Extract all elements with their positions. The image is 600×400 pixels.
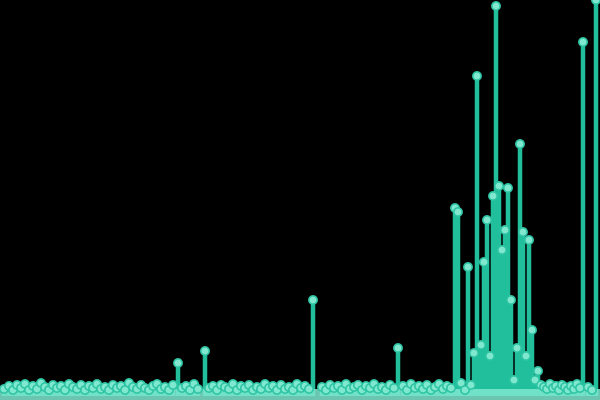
stem-marker — [468, 347, 479, 358]
stem-marker — [478, 256, 489, 267]
stem-marker — [392, 342, 403, 353]
stem-marker — [511, 342, 522, 353]
stem-marker — [452, 207, 463, 218]
stem-marker — [577, 36, 588, 47]
stem-marker — [193, 383, 204, 394]
stem-marker — [484, 350, 495, 361]
stem-marker — [517, 227, 528, 238]
stem-marker — [303, 383, 314, 394]
stem-marker — [499, 225, 510, 236]
stem-marker — [520, 350, 531, 361]
stem-marker — [487, 191, 498, 202]
stem-marker — [508, 374, 519, 385]
stem-marker — [591, 0, 600, 5]
stem-marker — [200, 345, 211, 356]
stem-marker — [526, 324, 537, 335]
stem-marker — [505, 294, 516, 305]
stem-marker — [465, 379, 476, 390]
stem-marker — [523, 235, 534, 246]
stem-marker — [307, 294, 318, 305]
stem-marker — [445, 382, 456, 393]
stem-marker — [490, 1, 501, 11]
stem-marker — [574, 382, 585, 393]
stem-marker — [388, 382, 399, 393]
stem-marker — [481, 215, 492, 226]
stem-marker — [532, 365, 543, 376]
stem-marker — [462, 261, 473, 272]
baseline-group — [0, 389, 600, 400]
stem-marker — [475, 339, 486, 350]
stem-marker — [471, 71, 482, 82]
baseline — [0, 389, 600, 400]
stem-marker — [168, 379, 179, 390]
stem-marker — [493, 181, 504, 192]
stem-marker — [502, 183, 513, 194]
stem-marker — [514, 139, 525, 150]
stem-marker — [496, 245, 507, 256]
stem-marker — [586, 384, 597, 395]
stem-marker — [173, 357, 184, 368]
